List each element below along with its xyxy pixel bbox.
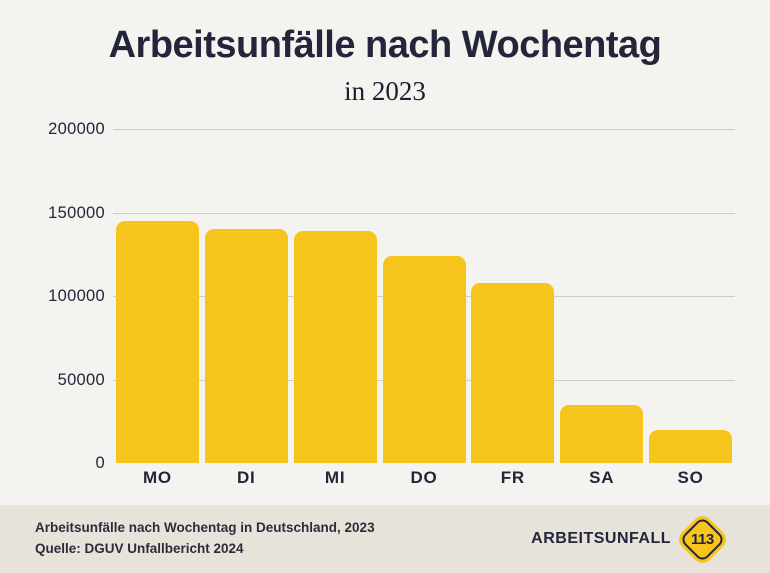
y-tick-label: 100000 — [48, 287, 105, 305]
y-tick-label: 200000 — [48, 120, 105, 138]
x-tick-label-do: DO — [410, 468, 438, 487]
x-axis-labels: MO DI MI DO FR SA SO — [113, 468, 735, 492]
bar-slot — [468, 129, 557, 463]
chart-subtitle: in 2023 — [344, 76, 426, 106]
x-tick-label-di: DI — [236, 468, 256, 487]
bar-di — [204, 229, 288, 463]
y-axis-labels: 0 50000 100000 150000 200000 — [0, 120, 105, 472]
bar-slot — [113, 129, 202, 463]
source-line-2: Quelle: DGUV Unfallbericht 2024 — [35, 541, 244, 556]
bars — [113, 129, 735, 463]
bar-slot — [380, 129, 469, 463]
bar-slot — [291, 129, 380, 463]
x-tick-label-sa: SA — [589, 468, 615, 487]
brand-badge-ring: 113 — [679, 515, 726, 563]
chart-title: Arbeitsunfälle nach Wochentag — [108, 24, 662, 66]
x-tick-label-fr: FR — [500, 468, 525, 487]
brand-lockup: ARBEITSUNFALL 113 — [531, 505, 731, 573]
source-line-1: Arbeitsunfälle nach Wochentag in Deutsch… — [35, 520, 375, 535]
x-tick-label-mi: MI — [324, 468, 346, 487]
gridline — [113, 212, 735, 214]
bar-so — [649, 430, 733, 463]
y-tick-label: 150000 — [48, 203, 105, 222]
y-tick-label: 0 — [95, 454, 105, 472]
gridline — [113, 129, 735, 130]
x-tick-label-so: SO — [677, 468, 704, 487]
y-tick-label: 50000 — [57, 370, 105, 389]
bar-do — [382, 256, 466, 463]
brand-name: ARBEITSUNFALL — [531, 530, 671, 547]
bar-slot — [557, 129, 646, 463]
bar-mi — [293, 231, 377, 463]
brand-badge-number: 113 — [691, 530, 714, 548]
bar-fr — [471, 283, 555, 463]
bar-mo — [115, 221, 199, 463]
bar-slot — [202, 129, 291, 463]
bar-sa — [560, 405, 644, 463]
source-note: Arbeitsunfälle nach Wochentag in Deutsch… — [35, 517, 375, 559]
x-tick-label-mo: MO — [142, 468, 172, 487]
footer: Arbeitsunfälle nach Wochentag in Deutsch… — [0, 505, 770, 573]
brand-badge-icon: 113 — [674, 511, 731, 567]
bar-slot — [646, 129, 735, 463]
